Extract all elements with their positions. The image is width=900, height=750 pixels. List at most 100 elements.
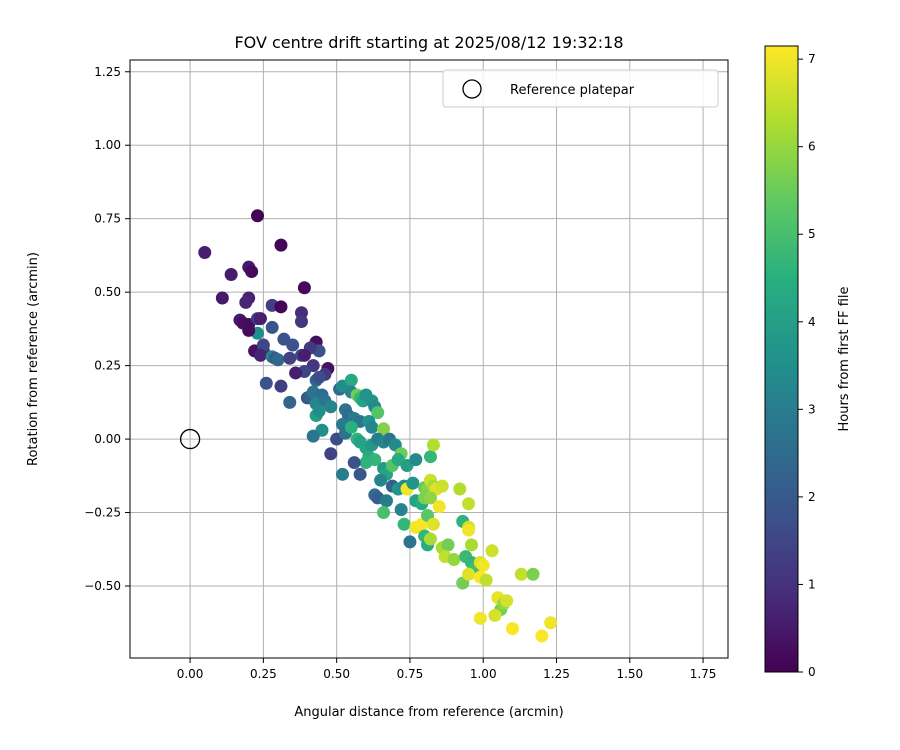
x-tick-label: 0.00 — [177, 667, 204, 681]
data-point — [423, 532, 437, 546]
data-point — [403, 535, 417, 549]
colorbar-tick-label: 2 — [808, 490, 816, 504]
data-point — [265, 320, 279, 334]
data-point — [283, 395, 297, 409]
chart-title: FOV centre drift starting at 2025/08/12 … — [234, 33, 623, 52]
data-point — [242, 323, 256, 337]
data-point — [526, 567, 540, 581]
y-tick-label: 1.00 — [94, 138, 121, 152]
colorbar-tick-label: 5 — [808, 227, 816, 241]
data-point — [283, 351, 297, 365]
data-point — [253, 312, 267, 326]
data-point — [274, 379, 288, 393]
y-tick-label: 1.25 — [94, 65, 121, 79]
data-point — [397, 517, 411, 531]
data-point — [259, 376, 273, 390]
data-point — [426, 438, 440, 452]
colorbar-ticks: 0 1 2 3 4 5 6 7 — [798, 52, 816, 679]
data-point — [286, 338, 300, 352]
data-point — [462, 567, 476, 581]
data-point — [245, 265, 259, 279]
data-point — [359, 456, 373, 470]
data-point — [253, 348, 267, 362]
data-point — [239, 295, 253, 309]
data-point — [453, 482, 467, 496]
y-axis-label: Rotation from reference (arcmin) — [26, 252, 41, 466]
reference-marker-group — [179, 428, 201, 450]
data-point — [441, 538, 455, 552]
data-point — [215, 291, 229, 305]
x-tick-label: 0.25 — [250, 667, 277, 681]
data-point — [544, 616, 558, 630]
data-point — [274, 300, 288, 314]
data-point — [476, 558, 490, 572]
data-points — [198, 209, 558, 643]
legend-marker — [462, 79, 482, 99]
x-axis-label: Angular distance from reference (arcmin) — [294, 705, 563, 720]
data-point — [447, 553, 461, 567]
x-tick-label: 1.25 — [543, 667, 570, 681]
legend-entry: Reference platepar — [510, 83, 635, 98]
data-point — [465, 538, 479, 552]
legend: Reference platepar — [442, 69, 719, 108]
y-tick-label: −0.25 — [84, 506, 121, 520]
data-point — [485, 544, 499, 558]
data-point — [312, 404, 326, 418]
data-point — [426, 517, 440, 531]
data-point — [374, 473, 388, 487]
data-point — [535, 629, 549, 643]
data-point — [365, 420, 379, 434]
x-axis-ticks: 0.00 0.25 0.50 0.75 1.00 1.25 1.50 1.75 — [177, 658, 717, 681]
data-point — [409, 453, 423, 467]
colorbar-tick-label: 3 — [808, 402, 816, 416]
x-tick-label: 1.00 — [470, 667, 497, 681]
x-tick-label: 0.50 — [323, 667, 350, 681]
data-point — [479, 573, 493, 587]
data-point — [324, 400, 338, 414]
legend-box — [442, 69, 719, 108]
x-tick-label: 0.75 — [397, 667, 424, 681]
data-point — [294, 315, 308, 329]
data-point — [435, 479, 449, 493]
data-point — [344, 420, 358, 434]
data-point — [377, 506, 391, 520]
data-point — [344, 373, 358, 387]
data-point — [271, 353, 285, 367]
data-point — [473, 611, 487, 625]
colorbar-tick-label: 6 — [808, 140, 816, 154]
x-tick-label: 1.75 — [690, 667, 717, 681]
data-point — [297, 281, 311, 295]
y-axis-ticks: −0.50 −0.25 0.00 0.25 0.50 0.75 1.00 1.25 — [84, 65, 130, 593]
colorbar-tick-label: 4 — [808, 315, 816, 329]
data-point — [353, 467, 367, 481]
y-tick-label: 0.75 — [94, 212, 121, 226]
data-point — [432, 500, 446, 514]
data-point — [462, 497, 476, 511]
grid-lines — [130, 60, 728, 658]
reference-marker — [179, 428, 201, 450]
data-point — [347, 456, 361, 470]
colorbar-tick-label: 1 — [808, 577, 816, 591]
data-point — [423, 450, 437, 464]
y-tick-label: 0.50 — [94, 285, 121, 299]
data-point — [379, 494, 393, 508]
data-point — [394, 503, 408, 517]
plot-frame — [129, 59, 729, 659]
data-point — [336, 467, 350, 481]
data-point — [462, 523, 476, 537]
data-point — [377, 422, 391, 436]
data-point — [312, 370, 326, 384]
data-point — [274, 238, 288, 252]
data-point — [488, 608, 502, 622]
data-point — [289, 366, 303, 380]
data-point — [423, 491, 437, 505]
colorbar-tick-label: 7 — [808, 52, 816, 66]
data-point — [297, 348, 311, 362]
y-tick-label: 0.25 — [94, 359, 121, 373]
data-point — [198, 245, 212, 259]
colorbar-tick-label: 0 — [808, 665, 816, 679]
colorbar-label: Hours from first FF file — [837, 286, 852, 431]
data-point — [514, 567, 528, 581]
data-point — [506, 622, 520, 636]
